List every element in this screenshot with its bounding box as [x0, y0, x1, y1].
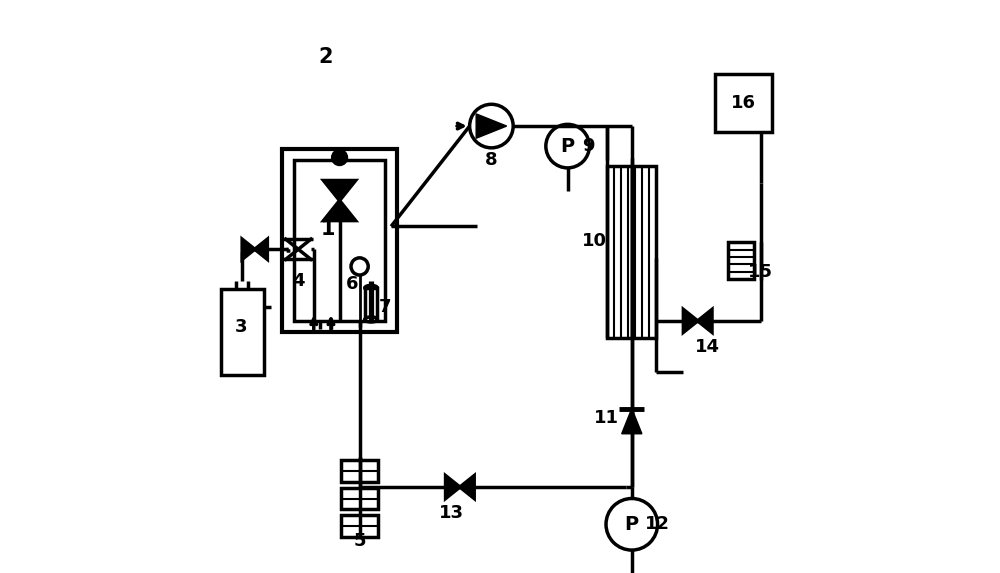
Bar	[341, 460, 378, 482]
Polygon shape	[460, 476, 474, 499]
Ellipse shape	[365, 317, 377, 322]
Text: 9: 9	[583, 137, 595, 155]
Bar	[341, 515, 378, 537]
Circle shape	[351, 258, 368, 275]
Text: 6: 6	[346, 274, 358, 293]
Bar	[282, 149, 397, 332]
Polygon shape	[324, 201, 356, 221]
Polygon shape	[622, 409, 642, 434]
Polygon shape	[698, 309, 712, 332]
Bar	[294, 160, 385, 321]
Ellipse shape	[365, 285, 377, 291]
Bar	[715, 74, 772, 132]
Text: 15: 15	[748, 263, 773, 281]
Text: 2: 2	[318, 48, 332, 67]
Bar	[341, 488, 378, 509]
Text: P: P	[561, 136, 575, 156]
Polygon shape	[476, 114, 507, 138]
Text: 3: 3	[235, 317, 247, 336]
Text: 11: 11	[594, 409, 619, 427]
Text: 10: 10	[582, 231, 607, 250]
Text: 13: 13	[439, 504, 464, 522]
Polygon shape	[683, 309, 698, 332]
Text: 5: 5	[353, 532, 366, 551]
Text: 14: 14	[695, 337, 720, 356]
Polygon shape	[242, 239, 255, 260]
Text: 12: 12	[645, 515, 670, 533]
Polygon shape	[255, 239, 267, 260]
Text: P: P	[625, 515, 639, 534]
Bar	[365, 288, 377, 320]
Bar	[728, 242, 754, 279]
Text: 8: 8	[485, 151, 498, 170]
Bar	[221, 289, 264, 375]
Bar	[607, 166, 656, 338]
Text: 4: 4	[292, 272, 305, 290]
Text: 16: 16	[731, 94, 756, 112]
Polygon shape	[324, 180, 356, 201]
Polygon shape	[446, 476, 460, 499]
Text: 7: 7	[379, 297, 392, 316]
Text: 1: 1	[321, 219, 335, 239]
Circle shape	[333, 151, 346, 164]
